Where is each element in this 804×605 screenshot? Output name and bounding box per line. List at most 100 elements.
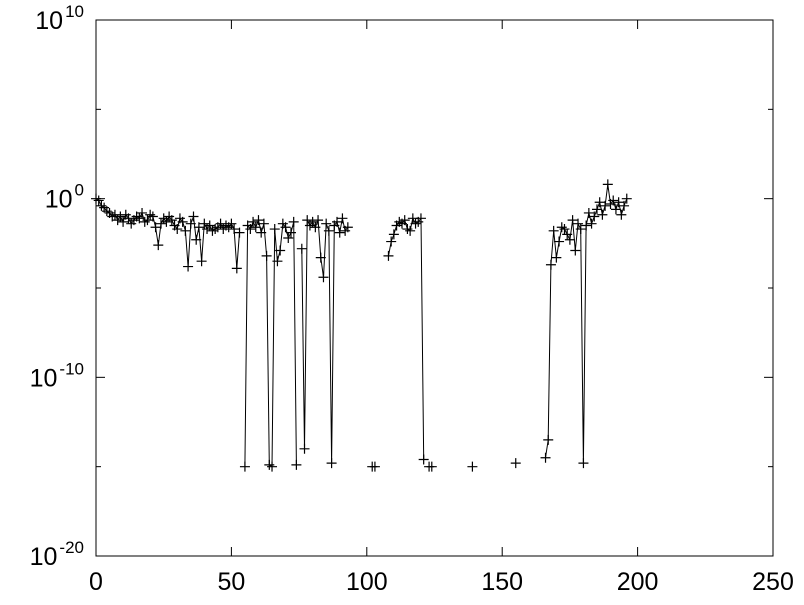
data-point-marker (342, 222, 353, 233)
y-tick-exponent: -10 (59, 359, 84, 378)
series-layer (91, 179, 632, 472)
x-tick-label: 100 (346, 568, 388, 596)
data-point-marker (388, 229, 399, 240)
data-point-marker (321, 218, 332, 229)
data-point-marker (137, 207, 148, 218)
data-point-marker (581, 220, 592, 231)
data-point-marker (415, 213, 426, 224)
data-point-marker (96, 200, 107, 211)
data-point-marker (153, 240, 164, 251)
y-tick-base: 10 (30, 543, 58, 571)
data-point-marker (91, 193, 101, 204)
data-point-marker (583, 207, 594, 218)
x-tick-label: 150 (481, 568, 523, 596)
data-point-marker (264, 459, 275, 470)
data-point-marker (543, 434, 554, 445)
data-point-marker (204, 220, 215, 231)
data-point-marker (231, 263, 242, 274)
data-point-marker (619, 200, 630, 211)
data-point-marker (283, 232, 294, 243)
data-point-marker (600, 200, 611, 211)
data-point-marker (109, 209, 120, 220)
data-point-marker (562, 229, 573, 240)
data-point-marker (191, 234, 202, 245)
data-point-marker (410, 218, 421, 229)
data-point-marker (258, 218, 269, 229)
data-point-marker (150, 222, 161, 233)
data-point-marker (610, 204, 621, 215)
data-point-marker (597, 209, 608, 220)
data-point-marker (402, 224, 413, 235)
data-point-marker (310, 222, 321, 233)
x-tick-label: 250 (752, 568, 794, 596)
y-tick-label: 10 10 (35, 2, 84, 35)
data-point-marker (551, 252, 562, 263)
y-tick-base: 10 (45, 186, 73, 214)
data-point-marker (570, 245, 581, 256)
data-point-marker (250, 222, 261, 233)
data-point-marker (196, 256, 207, 267)
data-point-marker (564, 234, 575, 245)
data-point-marker (147, 211, 158, 222)
data-point-marker (188, 211, 199, 222)
data-point-marker (575, 224, 586, 235)
data-point-marker (399, 215, 410, 226)
data-point-marker (115, 211, 126, 222)
y-tick-label: 10 -20 (30, 538, 84, 571)
data-point-marker (139, 216, 150, 227)
data-point-marker (229, 224, 240, 235)
data-point-marker (131, 211, 142, 222)
data-point-marker (510, 458, 521, 469)
data-point-marker (226, 218, 237, 229)
data-point-marker (613, 197, 624, 208)
data-point-marker (245, 224, 256, 235)
data-point-marker (326, 458, 337, 469)
data-point-marker (123, 213, 134, 224)
data-point-marker (145, 209, 156, 220)
data-point-marker (554, 236, 565, 247)
data-point-marker (220, 220, 231, 231)
data-point-marker (332, 216, 343, 227)
data-point-marker (183, 261, 194, 272)
data-point-marker (548, 225, 559, 236)
data-point-marker (280, 222, 291, 233)
y-tick-exponent: 0 (75, 181, 84, 200)
data-point-marker (573, 218, 584, 229)
data-point-marker (185, 218, 196, 229)
data-point-marker (166, 215, 177, 226)
data-point-marker (567, 215, 578, 226)
data-point-marker (616, 209, 627, 220)
y-tick-base: 10 (30, 364, 58, 392)
data-point-marker (248, 216, 259, 227)
data-point-marker (545, 259, 556, 270)
series-line (95, 198, 240, 269)
data-point-marker (323, 225, 334, 236)
data-point-marker (256, 227, 267, 238)
data-point-marker (540, 452, 551, 463)
x-tick-label: 50 (217, 568, 245, 596)
data-point-marker (285, 227, 296, 238)
data-point-marker (101, 206, 112, 217)
data-point-marker (307, 216, 318, 227)
data-point-marker (193, 222, 204, 233)
data-point-marker (608, 195, 619, 206)
data-point-marker (578, 458, 589, 469)
data-point-marker (299, 443, 310, 454)
series-line (244, 218, 297, 468)
data-point-marker (155, 218, 166, 229)
data-point-marker (288, 216, 299, 227)
data-point-marker (591, 204, 602, 215)
data-point-marker (253, 215, 264, 226)
data-point-marker (161, 216, 172, 227)
data-point-marker (142, 215, 153, 226)
data-point-marker (589, 211, 600, 222)
data-point-marker (556, 222, 567, 233)
y-tick-label: 10 0 (45, 181, 84, 214)
data-point-marker (239, 461, 250, 472)
x-tick-label: 200 (617, 568, 659, 596)
data-point-marker (118, 216, 129, 227)
data-point-marker (267, 461, 278, 472)
data-point-marker (275, 245, 286, 256)
